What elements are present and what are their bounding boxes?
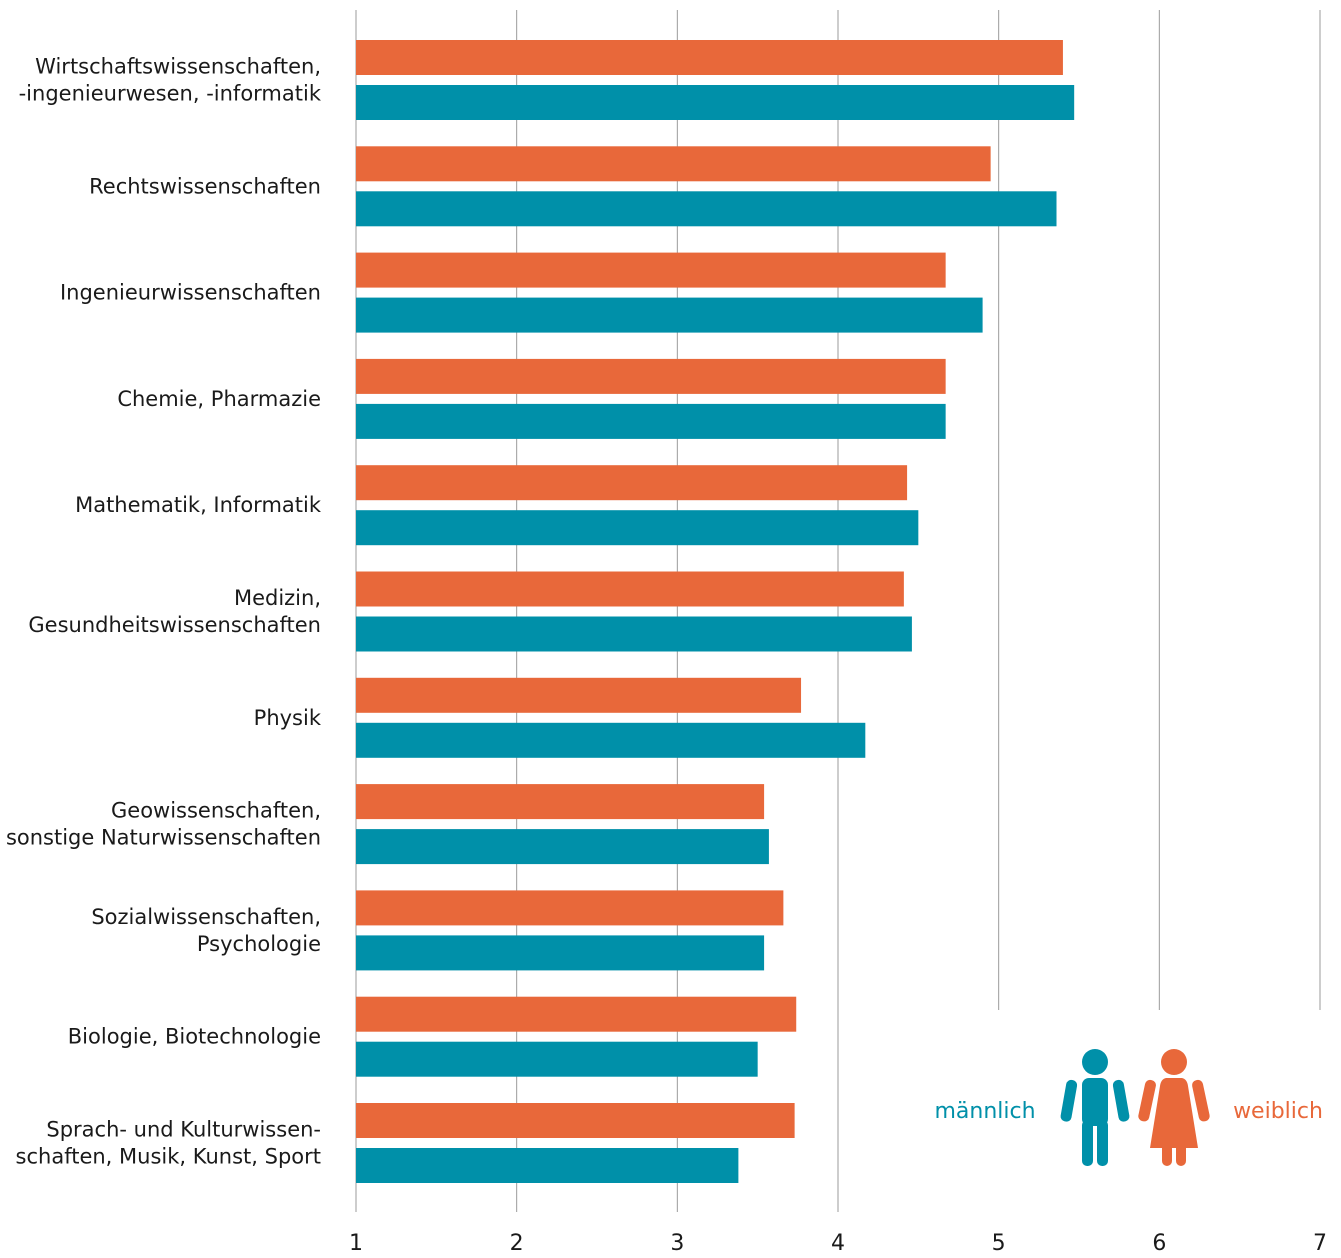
bar-maennlich [356,722,866,758]
bar-weiblich [356,358,946,394]
category-label: Medizin, Gesundheitswissenschaften [28,586,321,637]
bar-weiblich [356,40,1063,75]
bar-weiblich [356,1103,795,1138]
category-label-line: sonstige Naturwissenschaften [6,826,321,850]
bar-maennlich [356,829,769,865]
category-label-line: -ingenieurwesen, -informatik [19,82,322,106]
bar-maennlich [356,297,983,333]
bar-maennlich [356,1041,758,1077]
category-label: Ingenieurwissenschaften [60,281,321,305]
x-tick-label: 7 [1313,1231,1327,1256]
bars [356,40,1075,1183]
x-tick-label: 3 [670,1231,684,1256]
x-tick-label: 2 [510,1231,524,1256]
category-label-line: Sozialwissenschaften, [91,905,321,929]
bar-weiblich [356,146,991,182]
category-label-line: Sprach- und Kulturwissen- [46,1118,321,1142]
category-label-line: schaften, Musik, Kunst, Sport [16,1145,321,1169]
legend: männlich weiblich [934,1049,1323,1166]
category-label: Chemie, Pharmazie [117,387,321,411]
bar-maennlich [356,935,765,971]
category-labels: Wirtschaftswissenschaften, -ingenieurwese… [6,55,322,1169]
category-label-line: Biologie, Biotechnologie [68,1025,321,1049]
category-label-line: Psychologie [197,932,321,956]
category-label-line: Physik [254,706,322,730]
female-person-icon [1138,1049,1210,1166]
x-axis-tick-labels: 1 2 3 4 5 6 7 [349,1231,1327,1256]
category-label: Rechtswissenschaften [89,174,321,198]
category-label: Geowissenschaften, sonstige Naturwissensc… [6,799,321,850]
category-label-line: Geowissenschaften, [111,799,321,823]
category-label-line: Mathematik, Informatik [75,493,322,517]
bar-maennlich [356,85,1075,120]
category-label: Wirtschaftswissenschaften, -ingenieurwese… [19,55,322,106]
category-label: Physik [254,706,322,730]
bar-weiblich [356,465,908,501]
category-label-line: Wirtschaftswissenschaften, [35,55,321,79]
category-label-line: Gesundheitswissenschaften [28,613,321,637]
bar-maennlich [356,510,919,546]
bar-weiblich [356,784,765,820]
legend-label-male: männlich [934,1099,1035,1124]
male-person-icon [1060,1049,1130,1166]
category-label: Biologie, Biotechnologie [68,1025,321,1049]
x-tick-label: 6 [1152,1231,1166,1256]
bar-weiblich [356,996,797,1032]
bar-maennlich [356,1148,739,1183]
bar-maennlich [356,191,1057,227]
category-label-line: Ingenieurwissenschaften [60,281,321,305]
legend-label-female: weiblich [1233,1099,1323,1124]
category-label-line: Medizin, [234,586,321,610]
x-tick-label: 1 [349,1231,363,1256]
bar-weiblich [356,571,904,607]
bar-maennlich [356,616,912,652]
category-label: Sozialwissenschaften, Psychologie [91,905,321,956]
bar-maennlich [356,403,946,439]
bar-weiblich [356,677,802,713]
category-label: Sprach- und Kulturwissen-schaften, Musik… [16,1118,321,1169]
category-label-line: Chemie, Pharmazie [117,387,321,411]
x-tick-label: 4 [831,1231,845,1256]
bar-weiblich [356,252,946,288]
x-tick-label: 5 [992,1231,1006,1256]
category-label-line: Rechtswissenschaften [89,174,321,198]
bar-weiblich [356,890,784,926]
category-label: Mathematik, Informatik [75,493,322,517]
